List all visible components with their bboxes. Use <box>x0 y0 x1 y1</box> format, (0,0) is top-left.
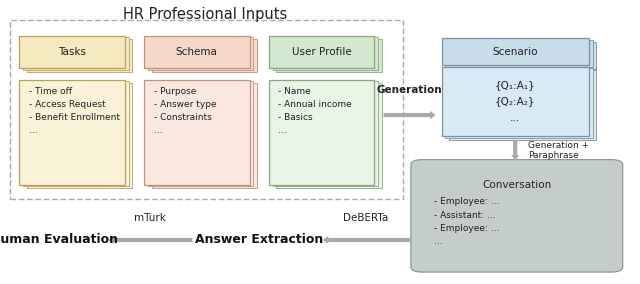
FancyBboxPatch shape <box>276 39 382 72</box>
Text: Answer Extraction: Answer Extraction <box>195 233 323 247</box>
Text: - Time off
- Access Request
- Benefit Enrollment
...: - Time off - Access Request - Benefit En… <box>29 87 120 135</box>
FancyBboxPatch shape <box>269 80 374 185</box>
FancyBboxPatch shape <box>449 42 596 69</box>
FancyBboxPatch shape <box>19 80 125 185</box>
FancyBboxPatch shape <box>144 80 250 185</box>
Text: Schema: Schema <box>176 47 218 57</box>
FancyBboxPatch shape <box>144 36 250 68</box>
Text: HR Professional Inputs: HR Professional Inputs <box>123 7 287 22</box>
Text: - Purpose
- Answer type
- Constraints
...: - Purpose - Answer type - Constraints ..… <box>154 87 216 135</box>
Text: - Name
- Annual income
- Basics
...: - Name - Annual income - Basics ... <box>278 87 352 135</box>
FancyBboxPatch shape <box>445 68 593 138</box>
Text: Conversation: Conversation <box>482 180 552 190</box>
FancyBboxPatch shape <box>27 39 132 72</box>
Text: {Q₁:A₁}
{Q₂:A₂}
...: {Q₁:A₁} {Q₂:A₂} ... <box>495 80 536 123</box>
FancyBboxPatch shape <box>19 36 125 68</box>
FancyBboxPatch shape <box>442 67 589 136</box>
Text: - Employee: ...
- Assistant: ...
- Employee: ...
...: - Employee: ... - Assistant: ... - Emplo… <box>434 197 499 246</box>
Text: mTurk: mTurk <box>134 213 166 223</box>
FancyBboxPatch shape <box>148 37 253 70</box>
FancyBboxPatch shape <box>442 38 589 65</box>
FancyBboxPatch shape <box>269 36 374 68</box>
Text: Tasks: Tasks <box>58 47 86 57</box>
FancyBboxPatch shape <box>449 70 596 140</box>
FancyBboxPatch shape <box>276 83 382 188</box>
Text: DeBERTa: DeBERTa <box>344 213 388 223</box>
Text: Human Evaluation: Human Evaluation <box>0 233 118 247</box>
FancyBboxPatch shape <box>23 37 129 70</box>
FancyBboxPatch shape <box>411 160 623 272</box>
FancyBboxPatch shape <box>445 40 593 67</box>
FancyBboxPatch shape <box>152 83 257 188</box>
Text: Generation: Generation <box>377 85 442 95</box>
Text: User Profile: User Profile <box>292 47 351 57</box>
FancyBboxPatch shape <box>148 81 253 186</box>
FancyBboxPatch shape <box>27 83 132 188</box>
FancyBboxPatch shape <box>273 81 378 186</box>
Text: Generation +
Paraphrase: Generation + Paraphrase <box>528 141 589 160</box>
FancyBboxPatch shape <box>273 37 378 70</box>
FancyBboxPatch shape <box>152 39 257 72</box>
FancyBboxPatch shape <box>23 81 129 186</box>
Text: Scenario: Scenario <box>492 47 538 57</box>
